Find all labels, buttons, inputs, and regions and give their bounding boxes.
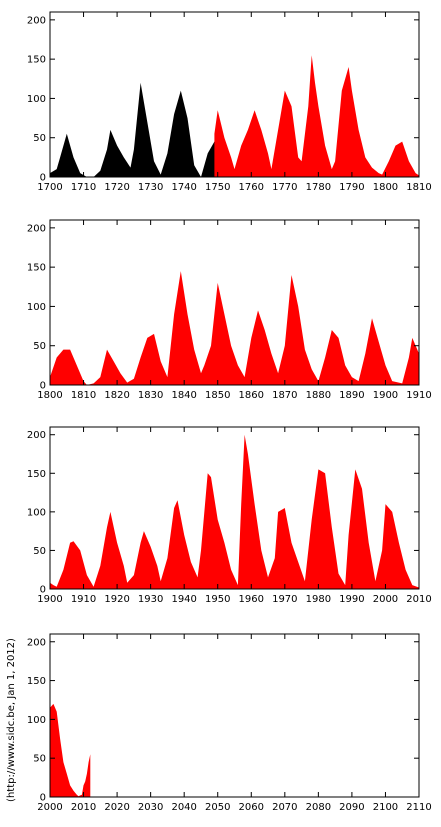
chart-panel-1: 1700 1710 1720 1730 1740 1750 1760 1770 1780 1790… — [27, 11, 432, 193]
x-tick-label: 1900 — [37, 594, 62, 605]
x-tick-label: 2070 — [272, 802, 297, 813]
x-tick-label: 1870 — [272, 390, 297, 401]
y-tick-label: 50 — [33, 546, 46, 557]
x-tick-label: 1970 — [272, 594, 297, 605]
chart-panel-4: 2000 2010 2020 2030 2040 2050 2060 2070 2080 2090… — [27, 633, 432, 813]
x-tick-label: 1900 — [373, 390, 398, 401]
x-tick-label: 1760 — [239, 182, 264, 193]
x-tick-label: 2040 — [171, 802, 196, 813]
y-tick-label: 200 — [27, 15, 46, 26]
x-tick-label: 2010 — [406, 594, 431, 605]
x-tick-label: 1800 — [37, 390, 62, 401]
y-tick-label: 150 — [27, 263, 46, 274]
x-tick-label: 1980 — [306, 594, 331, 605]
series-area-3-1 — [50, 434, 419, 589]
source-credit: (http://www.sidc.be, Jan 1, 2012) — [6, 638, 17, 802]
x-tick-label: 1810 — [71, 390, 96, 401]
y-tick-label: 100 — [27, 94, 46, 105]
chart-panel-3: 1900 1910 1920 1930 1940 1950 1960 1970 1980 1990… — [27, 426, 432, 605]
y-tick-label: 0 — [40, 793, 46, 804]
x-tick-label: 2000 — [373, 594, 398, 605]
x-tick-label: 2100 — [373, 802, 398, 813]
y-tick-label: 100 — [27, 302, 46, 313]
x-tick-label: 2080 — [306, 802, 331, 813]
x-tick-label: 1770 — [272, 182, 297, 193]
y-tick-label: 100 — [27, 507, 46, 518]
x-tick-label: 1700 — [37, 182, 62, 193]
x-tick-label: 1860 — [239, 390, 264, 401]
x-tick-label: 1740 — [171, 182, 196, 193]
y-tick-label: 50 — [33, 133, 46, 144]
y-tick-label: 150 — [27, 676, 46, 687]
x-tick-label: 2090 — [339, 802, 364, 813]
series-area-1-2 — [214, 55, 419, 178]
plot-frame — [49, 11, 420, 178]
plot-frame — [49, 426, 420, 590]
y-tick-label: 200 — [27, 223, 46, 234]
x-tick-label: 2020 — [104, 802, 129, 813]
x-tick-label: 1780 — [306, 182, 331, 193]
x-tick-label: 1850 — [205, 390, 230, 401]
plot-frame — [49, 633, 420, 798]
x-tick-label: 2110 — [406, 802, 431, 813]
y-tick-label: 0 — [40, 585, 46, 596]
y-tick-label: 0 — [40, 381, 46, 392]
x-tick-label: 1810 — [406, 182, 431, 193]
x-tick-label: 1840 — [171, 390, 196, 401]
x-tick-label: 1930 — [138, 594, 163, 605]
x-tick-label: 1750 — [205, 182, 230, 193]
x-tick-label: 1960 — [239, 594, 264, 605]
y-tick-label: 50 — [33, 754, 46, 765]
series-area-1-1 — [50, 82, 218, 177]
y-tick-label: 100 — [27, 715, 46, 726]
x-tick-label: 1950 — [205, 594, 230, 605]
x-tick-label: 1730 — [138, 182, 163, 193]
x-tick-label: 2030 — [138, 802, 163, 813]
plot-frame — [49, 219, 420, 386]
y-tick-label: 150 — [27, 55, 46, 66]
x-tick-label: 2060 — [239, 802, 264, 813]
x-tick-label: 1910 — [71, 594, 96, 605]
y-tick-label: 200 — [27, 637, 46, 648]
x-tick-label: 1910 — [406, 390, 431, 401]
chart-panel-2: 1800 1810 1820 1830 1840 1850 1860 1870 1880 1890… — [27, 219, 432, 401]
x-tick-label: 1890 — [339, 390, 364, 401]
x-tick-label: 1710 — [71, 182, 96, 193]
x-tick-label: 1920 — [104, 594, 129, 605]
y-tick-label: 0 — [40, 173, 46, 184]
x-tick-label: 1940 — [171, 594, 196, 605]
y-tick-label: 50 — [33, 341, 46, 352]
x-tick-label: 2000 — [37, 802, 62, 813]
y-tick-label: 150 — [27, 469, 46, 480]
series-area-2-1 — [50, 271, 419, 385]
x-tick-label: 1800 — [373, 182, 398, 193]
x-tick-label: 2050 — [205, 802, 230, 813]
x-tick-label: 1830 — [138, 390, 163, 401]
x-tick-label: 1720 — [104, 182, 129, 193]
x-tick-label: 2010 — [71, 802, 96, 813]
y-tick-label: 200 — [27, 430, 46, 441]
x-tick-label: 1820 — [104, 390, 129, 401]
series-area-4-1 — [50, 703, 91, 797]
x-tick-label: 1880 — [306, 390, 331, 401]
x-tick-label: 1990 — [339, 594, 364, 605]
x-tick-label: 1790 — [339, 182, 364, 193]
